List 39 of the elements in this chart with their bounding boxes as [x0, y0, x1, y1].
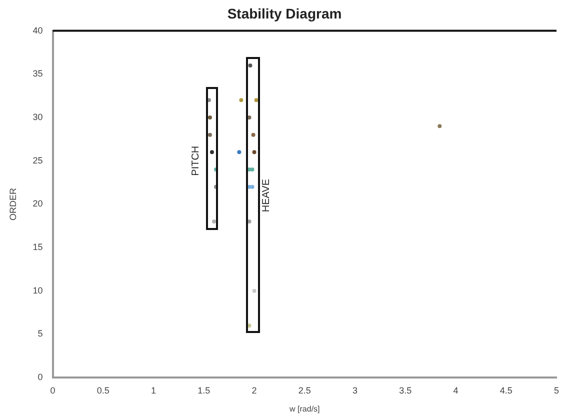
x-tick-label: 4.5: [500, 385, 512, 396]
x-tick-label: 2.5: [298, 385, 311, 396]
chart-title: Stability Diagram: [227, 5, 342, 22]
point: [254, 98, 258, 102]
point: [250, 184, 254, 189]
y-tick-label: 25: [32, 155, 43, 166]
point: [239, 98, 244, 102]
point: [248, 63, 252, 68]
point: [251, 132, 256, 137]
x-tick-label: 0: [50, 385, 56, 396]
x-axis-title: w [rad/s]: [288, 404, 320, 414]
point: [208, 116, 212, 120]
x-tick-label: 1: [151, 385, 156, 396]
point: [438, 124, 442, 128]
y-tick-label: 10: [32, 285, 43, 296]
x-tick-label: 2: [252, 385, 257, 396]
y-tick-label: 5: [38, 328, 43, 339]
y-tick-label: 15: [32, 242, 43, 252]
x-tick-label: 5: [554, 385, 560, 396]
y-tick-label: 20: [32, 198, 43, 209]
x-tick-label: 3: [352, 385, 358, 396]
point: [250, 168, 254, 172]
point: [237, 150, 242, 154]
y-tick-label: 0: [38, 372, 43, 382]
point: [252, 288, 256, 293]
x-tick-label: 4: [453, 385, 458, 396]
y-tick-label: 40: [32, 25, 43, 36]
point: [212, 220, 216, 224]
x-tick-label: 1.5: [198, 385, 210, 396]
y-tick-label: 30: [32, 112, 43, 122]
point: [210, 150, 214, 154]
annotation: HEAVE: [261, 178, 272, 212]
x-tick-label: 3.5: [399, 385, 412, 396]
x-tick-label: 0.5: [96, 385, 110, 396]
annotation: PITCH: [190, 146, 202, 176]
point: [208, 132, 212, 137]
y-axis-title: ORDER: [8, 187, 18, 220]
y-tick-label: 35: [32, 68, 43, 79]
point: [252, 150, 256, 154]
